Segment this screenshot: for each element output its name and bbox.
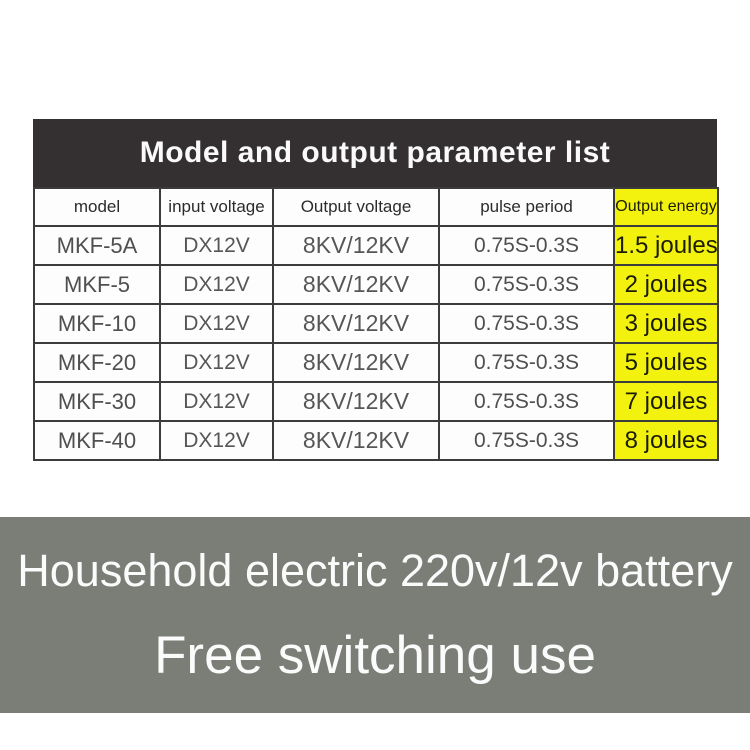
cell-model: MKF-30 [33, 381, 161, 422]
banner-line-1: Household electric 220v/12v battery [17, 545, 733, 596]
table-title: Model and output parameter list [33, 119, 717, 187]
cell-output-voltage: 8KV/12KV [272, 381, 440, 422]
cell-output-voltage: 8KV/12KV [272, 264, 440, 305]
cell-output-energy: 8 joules [613, 420, 719, 461]
col-header-input-voltage: input voltage [159, 187, 274, 227]
cell-input-voltage: DX12V [159, 264, 274, 305]
cell-output-energy: 5 joules [613, 342, 719, 383]
cell-input-voltage: DX12V [159, 381, 274, 422]
table-row: MKF-5A DX12V 8KV/12KV 0.75S-0.3S 1.5 jou… [33, 225, 719, 266]
table-row: MKF-10 DX12V 8KV/12KV 0.75S-0.3S 3 joule… [33, 303, 719, 344]
cell-pulse-period: 0.75S-0.3S [438, 264, 615, 305]
cell-pulse-period: 0.75S-0.3S [438, 225, 615, 266]
cell-input-voltage: DX12V [159, 342, 274, 383]
bottom-banner: Household electric 220v/12v battery Free… [0, 517, 750, 713]
col-header-model: model [33, 187, 161, 227]
cell-pulse-period: 0.75S-0.3S [438, 381, 615, 422]
table-row: MKF-5 DX12V 8KV/12KV 0.75S-0.3S 2 joules [33, 264, 719, 305]
cell-model: MKF-5A [33, 225, 161, 266]
parameter-table-section: Model and output parameter list model in… [33, 119, 719, 461]
cell-model: MKF-40 [33, 420, 161, 461]
cell-input-voltage: DX12V [159, 303, 274, 344]
cell-output-energy: 3 joules [613, 303, 719, 344]
table-header-row: model input voltage Output voltage pulse… [33, 187, 719, 227]
col-header-output-energy: Output energy [613, 187, 719, 227]
cell-output-voltage: 8KV/12KV [272, 342, 440, 383]
cell-model: MKF-20 [33, 342, 161, 383]
table-row: MKF-30 DX12V 8KV/12KV 0.75S-0.3S 7 joule… [33, 381, 719, 422]
col-header-output-voltage: Output voltage [272, 187, 440, 227]
cell-output-energy: 2 joules [613, 264, 719, 305]
cell-output-voltage: 8KV/12KV [272, 420, 440, 461]
cell-model: MKF-10 [33, 303, 161, 344]
cell-pulse-period: 0.75S-0.3S [438, 420, 615, 461]
table-row: MKF-40 DX12V 8KV/12KV 0.75S-0.3S 8 joule… [33, 420, 719, 461]
table-row: MKF-20 DX12V 8KV/12KV 0.75S-0.3S 5 joule… [33, 342, 719, 383]
col-header-pulse-period: pulse period [438, 187, 615, 227]
cell-output-voltage: 8KV/12KV [272, 303, 440, 344]
cell-pulse-period: 0.75S-0.3S [438, 303, 615, 344]
cell-output-energy: 1.5 joules [613, 225, 719, 266]
cell-output-voltage: 8KV/12KV [272, 225, 440, 266]
cell-pulse-period: 0.75S-0.3S [438, 342, 615, 383]
cell-input-voltage: DX12V [159, 420, 274, 461]
cell-input-voltage: DX12V [159, 225, 274, 266]
banner-line-2: Free switching use [154, 626, 596, 685]
cell-model: MKF-5 [33, 264, 161, 305]
cell-output-energy: 7 joules [613, 381, 719, 422]
parameter-table: model input voltage Output voltage pulse… [33, 187, 719, 461]
